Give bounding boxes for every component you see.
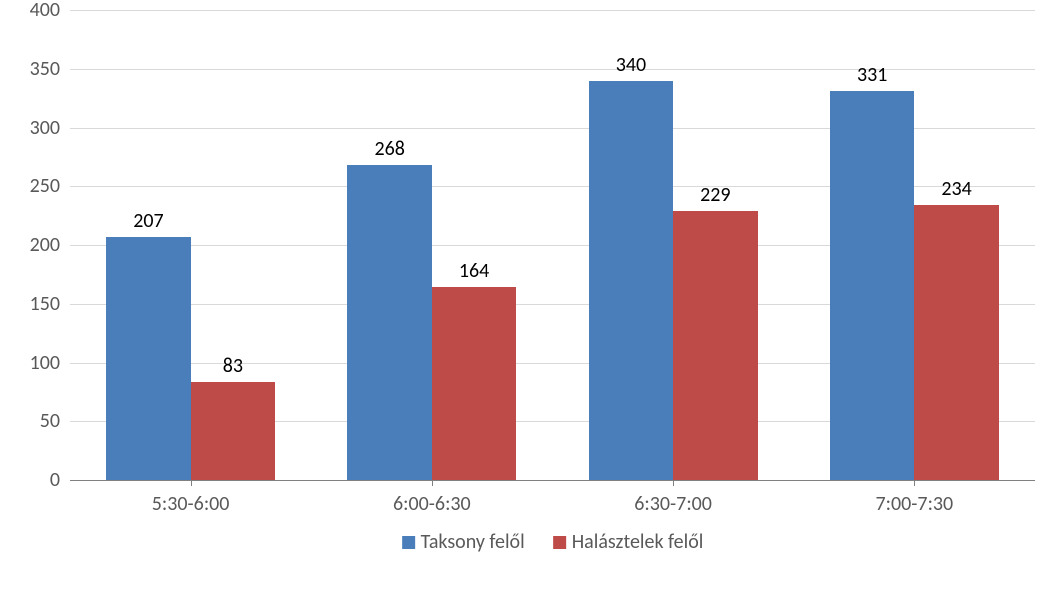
x-tick-mark (914, 480, 915, 486)
y-tick-label: 100 (30, 351, 70, 375)
x-tick-label: 6:00-6:30 (393, 492, 471, 516)
bar: 229 (673, 211, 757, 480)
legend-swatch (553, 536, 566, 549)
y-tick-label: 350 (30, 57, 70, 81)
x-tick-label: 7:00-7:30 (876, 492, 954, 516)
x-tick-mark (191, 480, 192, 486)
bar-chart: 0501001502002503003504005:30-6:00207836:… (0, 0, 1055, 589)
bar: 331 (830, 91, 914, 480)
x-tick-label: 5:30-6:00 (152, 492, 230, 516)
legend-item: Halásztelek felől (553, 530, 704, 554)
gridline (70, 69, 1035, 70)
bar-value-label: 340 (616, 53, 646, 81)
bar-value-label: 83 (223, 354, 243, 382)
bar: 83 (191, 382, 275, 480)
gridline (70, 480, 1035, 481)
bar-value-label: 331 (857, 63, 887, 91)
y-tick-label: 250 (30, 174, 70, 198)
gridline (70, 10, 1035, 11)
legend-item: Taksony felől (402, 530, 525, 554)
y-tick-label: 150 (30, 292, 70, 316)
bar-value-label: 164 (459, 259, 489, 287)
y-tick-label: 0 (50, 468, 70, 492)
y-tick-label: 400 (30, 0, 70, 22)
x-tick-mark (673, 480, 674, 486)
bar: 234 (914, 205, 998, 480)
legend-label: Halásztelek felől (572, 530, 704, 554)
legend: Taksony felől Halásztelek felől (402, 530, 704, 554)
bar-value-label: 229 (700, 183, 730, 211)
plot-area: 0501001502002503003504005:30-6:00207836:… (70, 10, 1035, 480)
bar: 340 (589, 81, 673, 481)
bar-value-label: 234 (941, 177, 971, 205)
y-tick-label: 300 (30, 116, 70, 140)
bar: 164 (432, 287, 516, 480)
bar: 207 (106, 237, 190, 480)
y-tick-label: 200 (30, 233, 70, 257)
legend-label: Taksony felől (421, 530, 525, 554)
bar-value-label: 207 (133, 209, 163, 237)
legend-swatch (402, 536, 415, 549)
x-tick-label: 6:30-7:00 (634, 492, 712, 516)
bar-value-label: 268 (374, 137, 404, 165)
bar: 268 (347, 165, 431, 480)
x-tick-mark (432, 480, 433, 486)
y-tick-label: 50 (40, 409, 70, 433)
